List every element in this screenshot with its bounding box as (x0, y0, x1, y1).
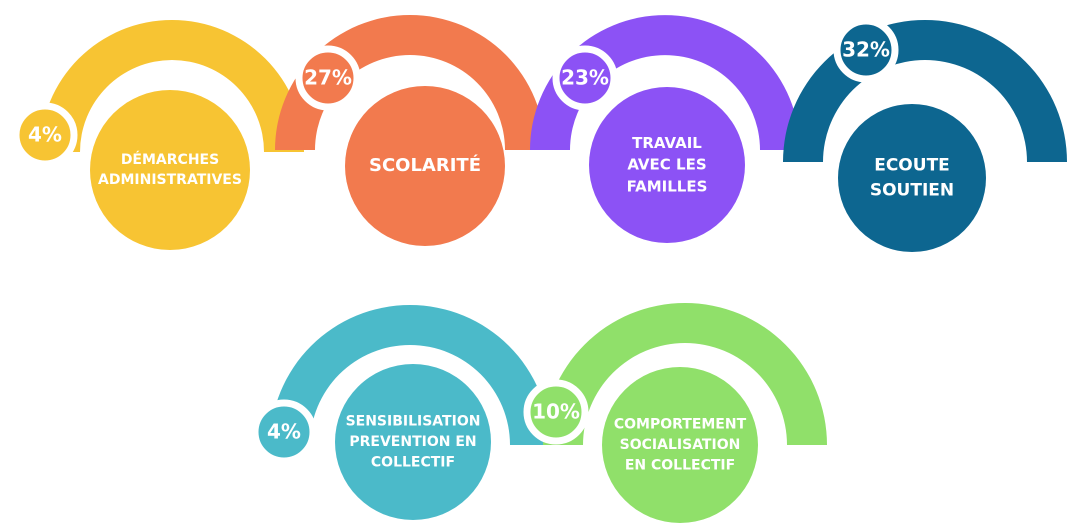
percent: 4% (28, 123, 62, 147)
badge (833, 17, 899, 83)
arc (275, 15, 545, 150)
label: EN COLLECTIF (625, 457, 735, 473)
label: SOCIALISATION (620, 437, 741, 453)
label: COLLECTIF (371, 454, 455, 470)
label: AVEC LES (627, 156, 706, 174)
badge (552, 45, 618, 111)
percent: 23% (561, 66, 609, 90)
circle (345, 86, 505, 246)
label: TRAVAIL (632, 134, 702, 152)
label: PREVENTION EN (349, 434, 476, 450)
percent: 27% (304, 66, 352, 90)
arc (543, 303, 827, 445)
badge (251, 399, 317, 465)
label: FAMILLES (627, 177, 708, 195)
label: SCOLARITÉ (369, 154, 481, 176)
label: DÉMARCHES (121, 151, 219, 168)
percent: 32% (842, 38, 890, 62)
circle (589, 87, 745, 243)
arc (40, 20, 304, 152)
label: SOUTIEN (870, 180, 954, 200)
percent: 10% (532, 400, 580, 424)
label: ADMINISTRATIVES (98, 172, 242, 188)
circle (602, 367, 758, 523)
circle (335, 364, 491, 520)
badge (12, 102, 78, 168)
circle (838, 104, 986, 252)
percent: 4% (267, 420, 301, 444)
label: SENSIBILISATION (346, 414, 481, 430)
label: ECOUTE (874, 156, 950, 176)
arc (270, 305, 550, 445)
label: COMPORTEMENT (614, 417, 747, 433)
badge (295, 45, 361, 111)
badge (523, 379, 589, 445)
circle (90, 90, 250, 250)
